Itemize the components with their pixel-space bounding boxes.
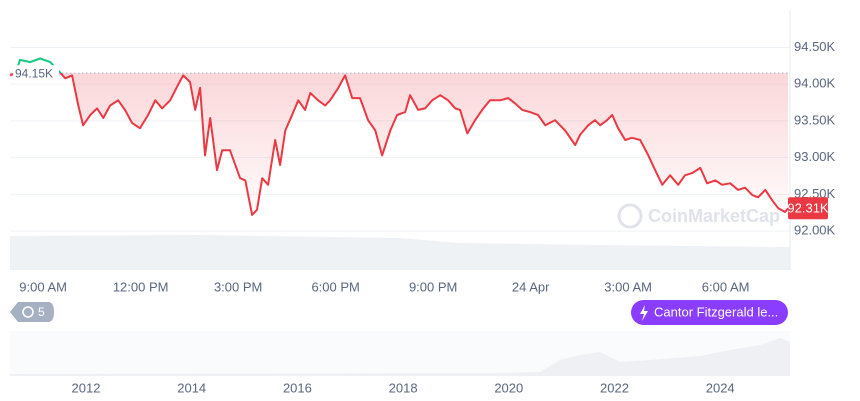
navigator-labels: 2012 2014 2016 2018 2020 2022 2024 [72,380,735,395]
reference-label-box [13,65,59,82]
x-tick-label: 9:00 PM [409,279,457,294]
x-tick-label: 3:00 PM [214,279,262,294]
y-tick-label: 93.50K [794,112,836,127]
navigator-label: 2020 [494,380,523,395]
x-tick-label: 12:00 PM [113,279,169,294]
x-tick-label: 6:00 AM [702,279,750,294]
current-price-tag [788,197,828,220]
news-badge[interactable]: Cantor Fitzgerald le... [631,300,788,325]
reference-label: 94.15K [15,66,53,80]
y-tick-label: 92.00K [794,223,836,238]
current-price-label: 92.31K [787,201,829,216]
news-text: Cantor Fitzgerald le... [654,304,778,319]
volume-area [10,235,790,270]
x-tick-label: 9:00 AM [19,279,67,294]
navigator-label: 2024 [706,380,735,395]
navigator-label: 2012 [72,380,101,395]
price-line [9,57,789,216]
watermark: CoinMarketCap [617,203,780,229]
x-tick-label: 24 Apr [512,279,550,294]
x-tick-label: 3:00 AM [604,279,652,294]
history-count: 5 [38,305,45,319]
line-area [10,73,789,215]
navigator-label: 2016 [283,380,312,395]
history-badge[interactable]: 5 [10,302,54,322]
navigator-area [10,338,790,376]
y-tick-label: 93.00K [794,149,836,164]
navigator-label: 2018 [389,380,418,395]
y-tick-label: 92.50K [794,186,836,201]
y-tick-label: 94.50K [794,39,836,54]
navigator-label: 2022 [600,380,629,395]
y-tick-label: 94.00K [794,76,836,91]
x-tick-label: 6:00 PM [311,279,359,294]
navigator-label: 2014 [177,380,206,395]
watermark-text: CoinMarketCap [648,206,780,226]
